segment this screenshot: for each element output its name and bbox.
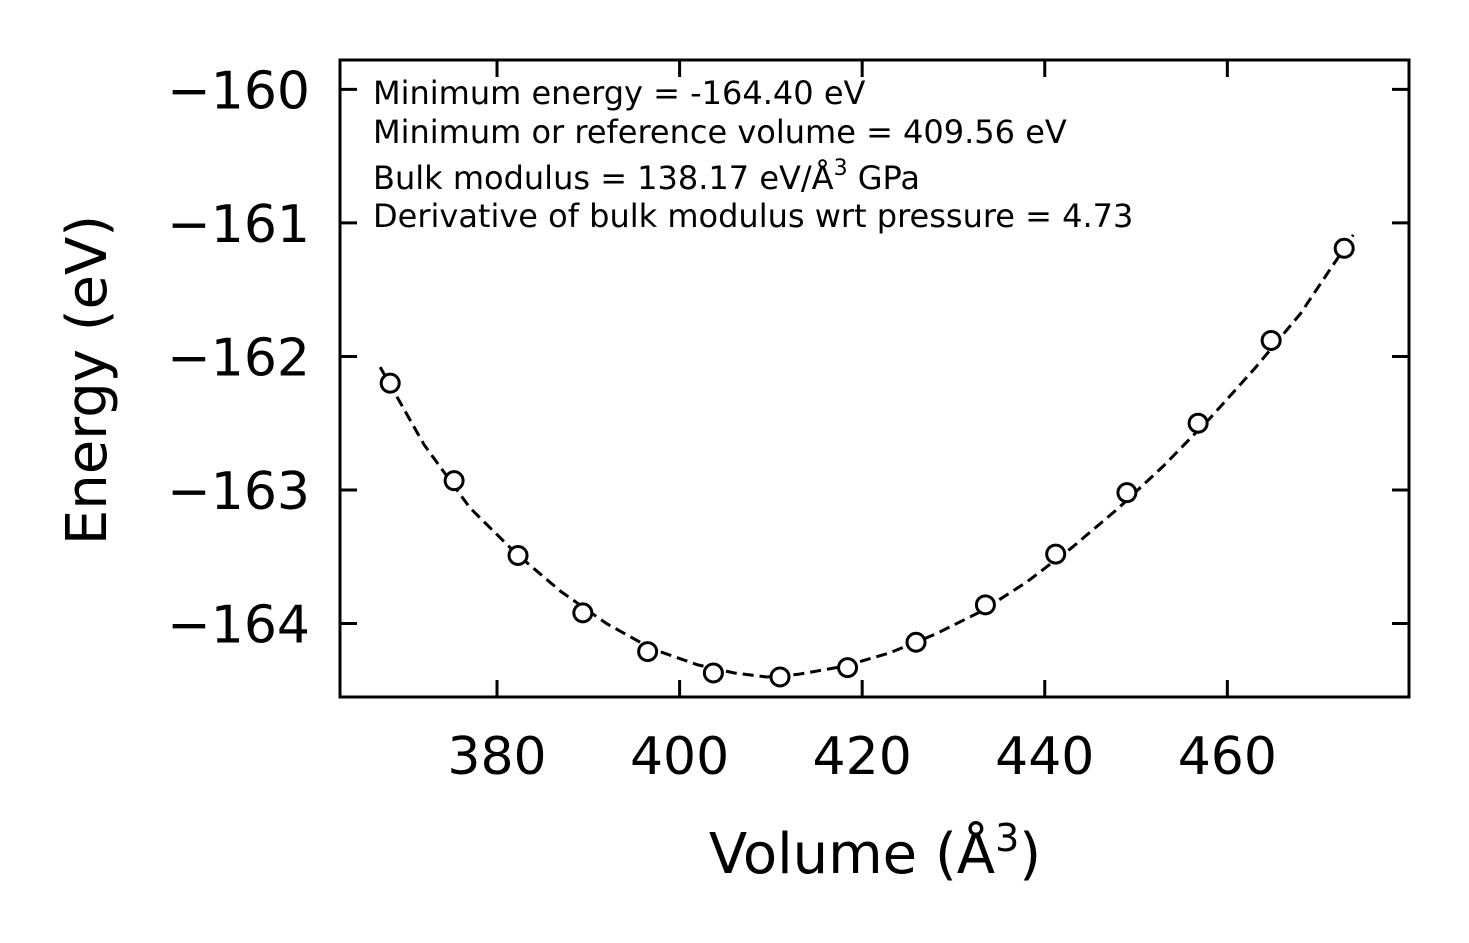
y-tick-label: −164 [167,596,310,656]
data-point [379,372,401,394]
data-point [1187,412,1209,434]
y-tick-label: −162 [167,328,310,388]
data-point [1116,482,1138,504]
y-tick-label: −161 [167,195,310,255]
data-point [837,657,859,679]
x-tick-label: 440 [995,727,1094,787]
annotation-bulk-modulus: Bulk modulus = 138.17 eV/Å3 GPa [373,156,920,197]
x-tick-label: 380 [447,727,546,787]
data-point [443,470,465,492]
annotation-bulk-modulus-sup: 3 [834,156,848,181]
annotation-block: Minimum energy = -164.40 eV Minimum or r… [373,74,1133,235]
x-axis-label-sup: 3 [995,816,1019,860]
x-tick-label: 420 [813,727,912,787]
x-tick-label: 460 [1178,727,1277,787]
annotation-bulk-modulus-main: Bulk modulus = 138.17 eV/Å [373,159,834,197]
x-axis-label-close: ) [1019,822,1041,887]
data-point [905,631,927,653]
data-point [572,602,594,624]
y-axis-label: Energy (eV) [55,215,120,545]
y-tick-label: −160 [167,61,310,121]
data-point [702,662,724,684]
data-point [769,666,791,688]
data-point [974,594,996,616]
y-tick-label: −163 [167,462,310,522]
data-points-layer [379,237,1355,688]
data-point [1333,237,1355,259]
x-tick-label: 400 [630,727,729,787]
data-point [637,641,659,663]
data-point [1045,543,1067,565]
data-point [507,544,529,566]
annotation-ref-volume: Minimum or reference volume = 409.56 eV [373,113,1067,151]
x-axis-label: Volume (Å3) [709,816,1041,887]
data-point [1260,329,1282,351]
x-axis-label-main: Volume (Å [709,821,995,887]
annotation-bulk-modulus-unit: GPa [848,159,920,197]
plot-frame [338,58,1411,699]
annotation-min-energy: Minimum energy = -164.40 eV [373,74,866,112]
annotation-bulk-derivative: Derivative of bulk modulus wrt pressure … [373,197,1133,235]
ticks-layer: 380 400 420 440 460 −160 −161 −162 −163 −164 [167,60,1409,787]
